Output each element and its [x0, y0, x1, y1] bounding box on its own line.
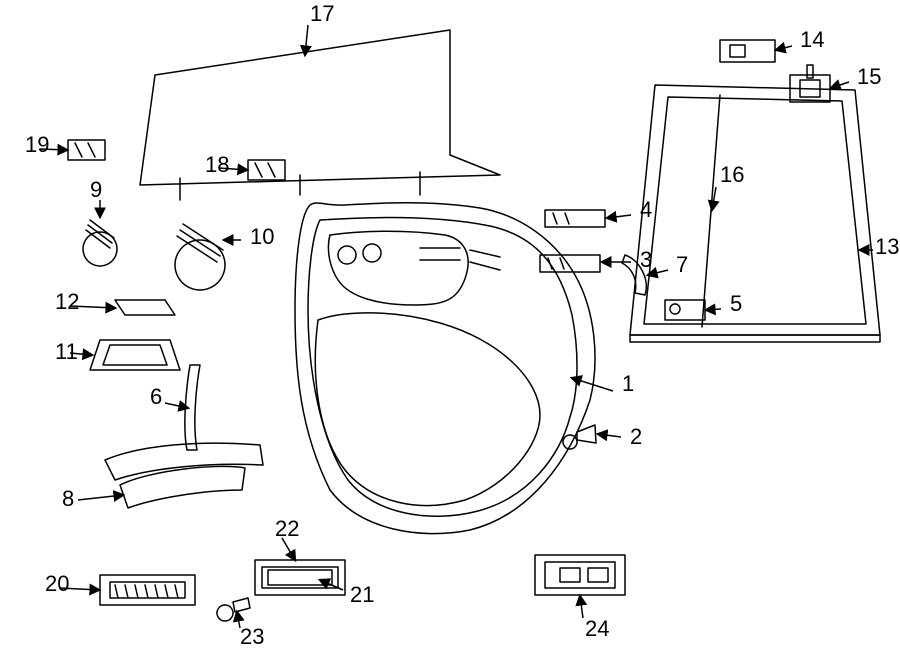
callout-5: 5 — [730, 291, 742, 317]
callout-4: 4 — [640, 197, 652, 223]
callout-6: 6 — [150, 384, 162, 410]
part-bulb — [217, 598, 250, 621]
leader-15 — [831, 82, 849, 88]
part-frame_trim — [630, 85, 880, 335]
part-belt_wstrip — [630, 335, 880, 342]
part-speaker_small — [83, 220, 117, 266]
callout-13: 13 — [875, 234, 899, 260]
part-clip5 — [665, 300, 705, 320]
part-lamp_housing — [100, 575, 195, 605]
leader-24 — [580, 596, 583, 618]
callout-12: 12 — [55, 289, 79, 315]
part-armrest — [105, 443, 263, 480]
exploded-diagram — [0, 0, 900, 661]
callout-21: 21 — [350, 582, 374, 608]
callout-11: 11 — [55, 339, 78, 365]
leader-2 — [598, 434, 621, 437]
part-clip14 — [720, 40, 775, 62]
callout-2: 2 — [630, 424, 642, 450]
callout-23: 23 — [240, 624, 264, 650]
callout-7: 7 — [676, 252, 688, 278]
leader-4 — [607, 215, 631, 218]
part-clip15 — [790, 65, 830, 102]
callout-24: 24 — [585, 616, 609, 642]
part-armrest_base — [120, 466, 245, 508]
part-speaker_big — [175, 224, 225, 290]
part-switch — [535, 555, 625, 595]
callout-3: 3 — [640, 247, 652, 273]
part-door_trim — [295, 203, 595, 534]
part-ashtray — [90, 340, 180, 370]
callout-16: 16 — [720, 162, 744, 188]
callout-14: 14 — [800, 27, 824, 53]
part-sunshade — [140, 30, 500, 200]
callout-9: 9 — [90, 177, 102, 203]
leader-6 — [165, 403, 188, 408]
leader-8 — [78, 495, 123, 500]
part-clip19 — [68, 140, 105, 160]
callout-15: 15 — [857, 64, 881, 90]
callout-1: 1 — [622, 371, 634, 397]
part-box_12 — [115, 300, 175, 315]
part-clip18 — [248, 160, 285, 180]
callout-20: 20 — [45, 571, 69, 597]
callout-8: 8 — [62, 486, 74, 512]
leader-17 — [305, 25, 308, 55]
part-clip4 — [545, 210, 605, 227]
callout-18: 18 — [205, 152, 229, 178]
callout-19: 19 — [25, 132, 49, 158]
part-lamp_lens — [268, 570, 332, 585]
leader-14 — [776, 46, 792, 50]
leader-5 — [706, 309, 721, 310]
callout-22: 22 — [275, 516, 299, 542]
callout-10: 10 — [250, 224, 274, 250]
callout-17: 17 — [310, 1, 334, 27]
